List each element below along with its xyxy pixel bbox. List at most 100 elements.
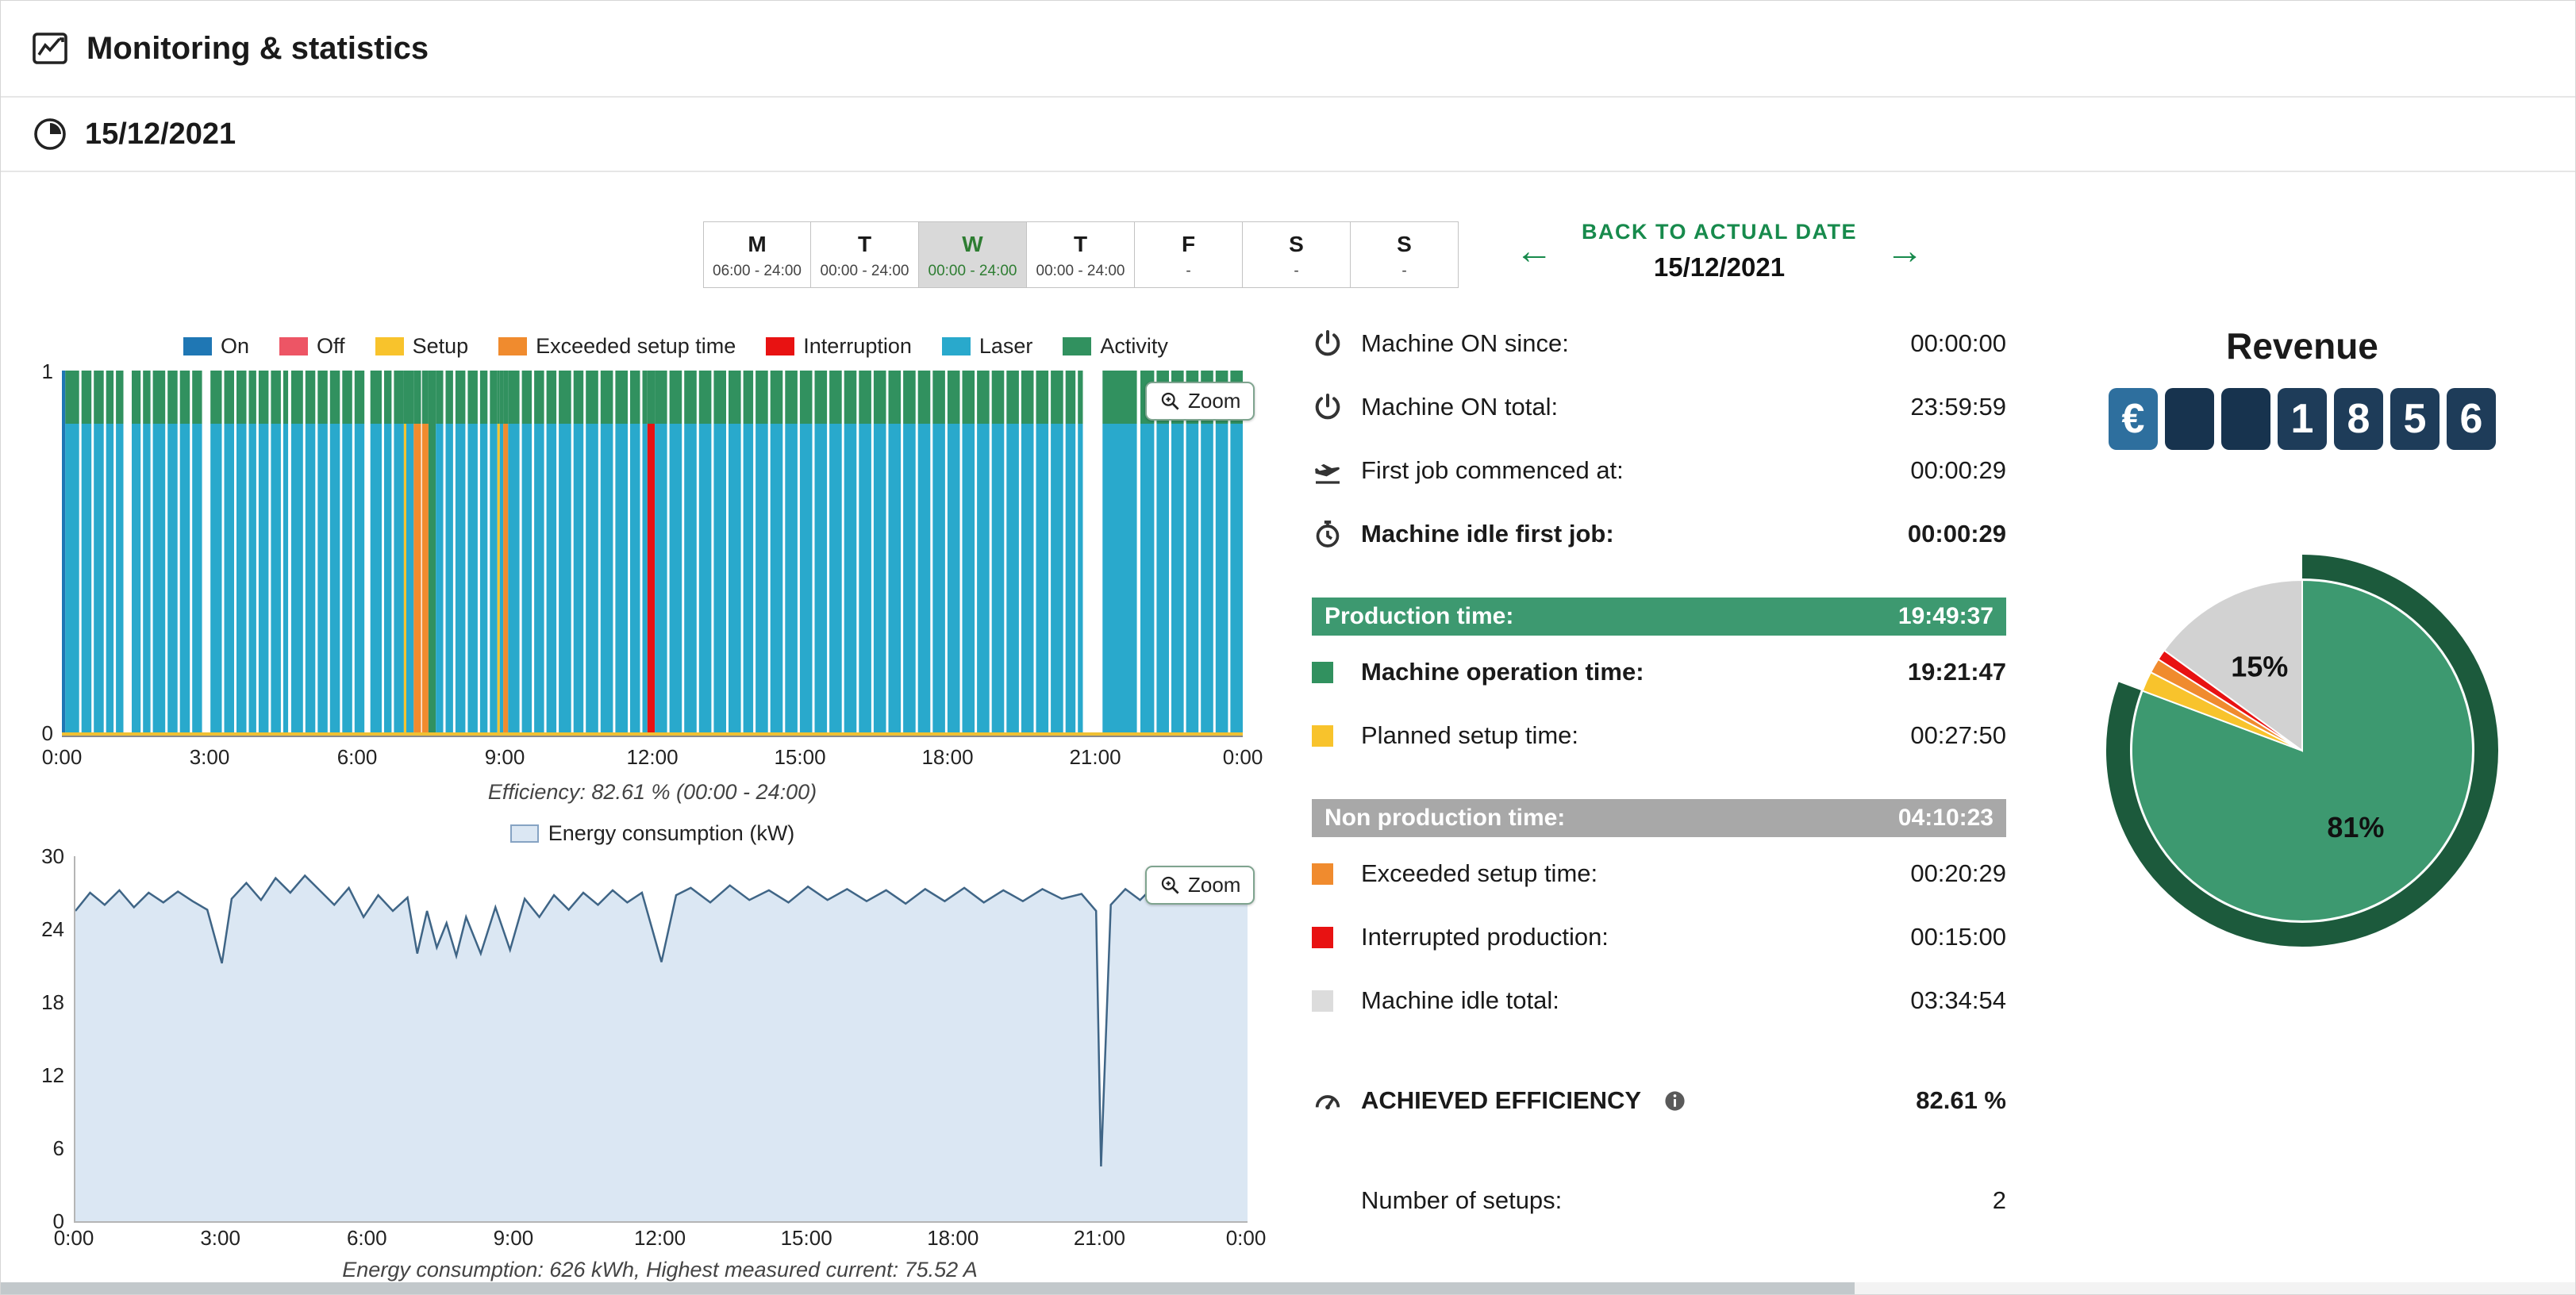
legend-swatch xyxy=(279,337,309,355)
legend-swatch xyxy=(375,337,404,355)
stat-section-header: Production time: 19:49:37 xyxy=(1312,598,2006,636)
weekday-cell-S[interactable]: S- xyxy=(1243,221,1351,288)
energy-x-tick: 0:00 xyxy=(1225,1226,1267,1250)
horizontal-scrollbar[interactable] xyxy=(1,1282,2575,1294)
gantt-x-tick: 3:00 xyxy=(189,745,230,769)
weekday-hours: 00:00 - 24:00 xyxy=(1036,263,1125,279)
weekday-cell-T[interactable]: T 00:00 - 24:00 xyxy=(1027,221,1135,288)
weekday-cell-M[interactable]: M 06:00 - 24:00 xyxy=(703,221,811,288)
weekday-cell-F[interactable]: F- xyxy=(1135,221,1243,288)
stat-row: Interrupted production: 00:15:00 xyxy=(1312,905,2006,969)
energy-x-tick: 15:00 xyxy=(780,1226,832,1250)
svg-text:81%: 81% xyxy=(2327,811,2384,843)
weekday-label: W xyxy=(962,232,983,256)
stat-icon-col xyxy=(1312,328,1347,359)
stat-section-header: Non production time: 04:10:23 xyxy=(1312,799,2006,837)
back-to-actual-date-button[interactable]: BACK TO ACTUAL DATE xyxy=(1582,220,1857,244)
energy-y-tick: 0 xyxy=(52,1209,64,1233)
legend-item-interruption: Interruption xyxy=(766,334,912,359)
energy-x-axis: 0:00 3:00 6:00 9:00 12:00 15:00 18:00 21:00 0:00 xyxy=(54,1226,1267,1251)
date-navigation: ← BACK TO ACTUAL DATE 15/12/2021 → xyxy=(1515,220,1924,282)
legend-label: Interruption xyxy=(803,334,912,358)
back-to-actual: BACK TO ACTUAL DATE 15/12/2021 xyxy=(1582,220,1857,282)
stat-header-label: Production time: xyxy=(1325,603,1514,629)
energy-legend: Energy consumption (kW) xyxy=(62,821,1243,846)
time-share-pie-chart: 81% 15% xyxy=(2088,536,2516,965)
stat-label: Machine operation time: xyxy=(1361,658,1644,686)
energy-consumption-chart[interactable] xyxy=(74,856,1248,1223)
revenue-digit-tile-empty xyxy=(2221,388,2270,450)
gantt-x-tick: 21:00 xyxy=(1069,745,1121,769)
energy-caption: Energy consumption: 626 kWh, Highest mea… xyxy=(342,1258,978,1282)
legend-swatch xyxy=(1063,337,1092,355)
stat-icon-col xyxy=(1312,518,1347,550)
gantt-x-tick: 12:00 xyxy=(626,745,679,769)
stat-label: Machine idle total: xyxy=(1361,986,1559,1014)
stat-icon-col xyxy=(1312,661,1347,683)
energy-y-tick: 24 xyxy=(41,917,64,941)
revenue-digit-tile-empty xyxy=(2165,388,2214,450)
stat-color-swatch xyxy=(1312,990,1333,1012)
stopwatch-icon xyxy=(1312,518,1344,550)
info-icon[interactable] xyxy=(1663,1089,1686,1112)
stat-row: Exceeded setup time: 00:20:29 xyxy=(1312,842,2006,905)
stat-label: Interrupted production: xyxy=(1361,923,1609,951)
legend-item-laser: Laser xyxy=(941,334,1032,359)
weekday-hours: - xyxy=(1401,263,1407,279)
stat-value: 03:34:54 xyxy=(1910,986,2006,1014)
stat-color-swatch xyxy=(1312,724,1333,747)
weekday-cell-S[interactable]: S- xyxy=(1351,221,1459,288)
energy-zoom-button[interactable]: Zoom xyxy=(1145,866,1255,905)
week-selector: M 06:00 - 24:00 T 00:00 - 24:00 W 00:00 - 24:… xyxy=(703,221,1459,288)
energy-x-tick: 18:00 xyxy=(927,1226,979,1250)
weekday-label: F xyxy=(1181,232,1196,256)
legend-swatch xyxy=(183,337,212,355)
stat-row: Machine ON total: 23:59:59 xyxy=(1312,375,2006,439)
legend-swatch xyxy=(941,337,971,355)
weekday-hours: 00:00 - 24:00 xyxy=(820,263,909,279)
weekday-hours: - xyxy=(1294,263,1299,279)
weekday-cell-W[interactable]: W 00:00 - 24:00 xyxy=(919,221,1027,288)
clock-icon xyxy=(31,115,69,153)
legend-item-setup: Setup xyxy=(375,334,469,359)
machine-state-chart[interactable] xyxy=(62,371,1243,737)
stat-icon-col xyxy=(1312,1085,1347,1116)
legend-label: Setup xyxy=(412,334,469,358)
svg-text:15%: 15% xyxy=(2231,651,2288,683)
zoom-button-label: Zoom xyxy=(1188,389,1241,413)
legend-label: Off xyxy=(317,334,345,358)
stat-icon-col xyxy=(1312,926,1347,948)
next-day-arrow-icon[interactable]: → xyxy=(1886,229,1924,272)
weekday-hours: 00:00 - 24:00 xyxy=(928,263,1017,279)
stat-row: Machine idle first job: 00:00:29 xyxy=(1312,502,2006,566)
revenue-digit-tile: 1 xyxy=(2278,388,2327,450)
legend-item-off: Off xyxy=(279,334,345,359)
energy-chart-canvas xyxy=(75,874,1248,1221)
prev-day-arrow-icon[interactable]: ← xyxy=(1515,229,1553,272)
gantt-zoom-button[interactable]: Zoom xyxy=(1145,382,1255,421)
weekday-cell-T[interactable]: T 00:00 - 24:00 xyxy=(811,221,919,288)
legend-swatch xyxy=(498,337,528,355)
stat-label: Machine ON since: xyxy=(1361,329,1569,357)
machine-state-chart-canvas xyxy=(62,371,1243,736)
stat-row: Planned setup time: 00:27:50 xyxy=(1312,704,2006,767)
stat-color-swatch xyxy=(1312,661,1333,683)
stat-header-label: Non production time: xyxy=(1325,805,1566,831)
gauge-icon xyxy=(1312,1085,1344,1116)
stat-value: 00:00:00 xyxy=(1910,329,2006,357)
stat-color-swatch xyxy=(1312,926,1333,948)
power-icon xyxy=(1312,391,1344,423)
stat-row: Machine idle total: 03:34:54 xyxy=(1312,969,2006,1032)
stat-value: 82.61 % xyxy=(1916,1086,2006,1114)
legend-swatch xyxy=(766,337,795,355)
gantt-x-tick: 15:00 xyxy=(774,745,826,769)
stat-label: Machine ON total: xyxy=(1361,393,1559,421)
energy-y-tick: 30 xyxy=(41,844,64,868)
energy-y-tick: 18 xyxy=(41,990,64,1014)
scrollbar-thumb[interactable] xyxy=(1,1282,1855,1294)
gantt-y-tick: 1 xyxy=(41,359,53,383)
energy-x-tick: 21:00 xyxy=(1073,1226,1125,1250)
gantt-x-axis: 0:00 3:00 6:00 9:00 12:00 15:00 18:00 21:00 0:00 xyxy=(42,745,1263,774)
